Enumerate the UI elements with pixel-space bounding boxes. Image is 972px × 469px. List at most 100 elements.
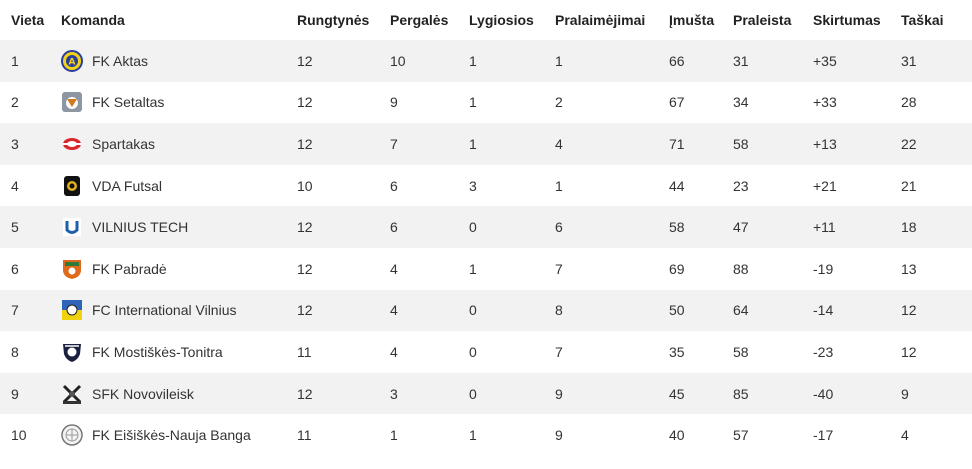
header-wins[interactable]: Pergalės bbox=[390, 0, 469, 40]
team-name: FK Aktas bbox=[92, 52, 149, 69]
wins-cell: 9 bbox=[390, 81, 469, 124]
losses-cell: 1 bbox=[555, 164, 669, 207]
table-row[interactable]: 3 Spartakas 12 7 1 4 71 58 +13 22 bbox=[0, 123, 972, 165]
draws-cell: 1 bbox=[469, 81, 555, 124]
wins-cell: 6 bbox=[390, 206, 469, 248]
position-cell: 4 bbox=[0, 164, 61, 207]
team-cell: VDA Futsal bbox=[61, 164, 297, 207]
wins-cell: 10 bbox=[390, 40, 469, 82]
goals-against-cell: 58 bbox=[733, 331, 813, 373]
draws-cell: 0 bbox=[469, 372, 555, 415]
header-losses[interactable]: Pralaimėjimai bbox=[555, 0, 669, 40]
position-cell: 6 bbox=[0, 247, 61, 290]
team-link[interactable]: FK Eišiškės-Nauja Banga bbox=[61, 415, 297, 456]
header-goals-for[interactable]: Įmušta bbox=[669, 0, 733, 40]
header-position[interactable]: Vieta bbox=[0, 0, 61, 40]
table-row[interactable]: 4 VDA Futsal 10 6 3 1 44 23 +21 21 bbox=[0, 164, 972, 207]
position-cell: 5 bbox=[0, 206, 61, 248]
team-name: FK Eišiškės-Nauja Banga bbox=[92, 427, 251, 444]
header-goal-diff[interactable]: Skirtumas bbox=[813, 0, 901, 40]
losses-cell: 7 bbox=[555, 331, 669, 373]
position-cell: 3 bbox=[0, 123, 61, 165]
position-cell: 8 bbox=[0, 331, 61, 373]
losses-cell: 9 bbox=[555, 372, 669, 415]
team-link[interactable]: VILNIUS TECH bbox=[61, 207, 297, 248]
team-link[interactable]: FK Setaltas bbox=[61, 82, 297, 123]
goals-for-cell: 50 bbox=[669, 289, 733, 332]
table-row[interactable]: 10 FK Eišiškės-Nauja Banga 11 1 1 9 40 57 -17 4 bbox=[0, 414, 972, 456]
goal-diff-cell: +13 bbox=[813, 123, 901, 165]
goal-diff-cell: -14 bbox=[813, 289, 901, 332]
goals-against-cell: 23 bbox=[733, 164, 813, 207]
fk-eisiskes-nauja-banga-logo-icon bbox=[61, 424, 83, 446]
header-draws[interactable]: Lygiosios bbox=[469, 0, 555, 40]
team-cell: FC International Vilnius bbox=[61, 289, 297, 332]
losses-cell: 6 bbox=[555, 206, 669, 248]
team-cell: Spartakas bbox=[61, 123, 297, 165]
goal-diff-cell: -23 bbox=[813, 331, 901, 373]
goals-against-cell: 88 bbox=[733, 247, 813, 290]
goals-against-cell: 57 bbox=[733, 414, 813, 456]
table-row[interactable]: 8 FK Mostiškės-Tonitra 11 4 0 7 35 58 -23 12 bbox=[0, 331, 972, 373]
goals-for-cell: 40 bbox=[669, 414, 733, 456]
position-cell: 2 bbox=[0, 81, 61, 124]
vilnius-tech-logo-icon bbox=[61, 216, 83, 238]
vda-futsal-logo-icon bbox=[61, 175, 83, 197]
goal-diff-cell: -17 bbox=[813, 414, 901, 456]
team-link[interactable]: FK Mostiškės-Tonitra bbox=[61, 331, 297, 372]
team-name: Spartakas bbox=[92, 135, 156, 152]
team-name: FC International Vilnius bbox=[92, 302, 237, 319]
sfk-novovileisk-logo-icon bbox=[61, 383, 83, 405]
table-row[interactable]: 7 FC International Vilnius 12 4 0 8 50 64 -14 12 bbox=[0, 289, 972, 332]
table-row[interactable]: 9 SFK Novovileisk 12 3 0 9 45 85 -40 9 bbox=[0, 372, 972, 415]
points-cell: 18 bbox=[901, 206, 972, 248]
table-row[interactable]: 5 VILNIUS TECH 12 6 0 6 58 47 +11 18 bbox=[0, 206, 972, 248]
header-row: Vieta Komanda Rungtynės Pergalės Lygiosi… bbox=[0, 0, 972, 40]
played-cell: 11 bbox=[297, 331, 390, 373]
team-name: VILNIUS TECH bbox=[92, 219, 189, 236]
draws-cell: 1 bbox=[469, 247, 555, 290]
team-cell: FK Pabradė bbox=[61, 247, 297, 290]
table-row[interactable]: 2 FK Setaltas 12 9 1 2 67 34 +33 28 bbox=[0, 81, 972, 124]
goals-for-cell: 58 bbox=[669, 206, 733, 248]
team-link[interactable]: VDA Futsal bbox=[61, 165, 297, 206]
played-cell: 12 bbox=[297, 289, 390, 332]
goals-for-cell: 69 bbox=[669, 247, 733, 290]
fk-setaltas-logo-icon bbox=[61, 91, 83, 113]
played-cell: 12 bbox=[297, 81, 390, 124]
team-link[interactable]: Spartakas bbox=[61, 123, 297, 164]
team-name: VDA Futsal bbox=[92, 177, 163, 194]
points-cell: 22 bbox=[901, 123, 972, 165]
header-team[interactable]: Komanda bbox=[61, 0, 297, 40]
goals-for-cell: 67 bbox=[669, 81, 733, 124]
goals-for-cell: 66 bbox=[669, 40, 733, 82]
team-link[interactable]: SFK Novovileisk bbox=[61, 373, 297, 414]
goal-diff-cell: +11 bbox=[813, 206, 901, 248]
position-cell: 10 bbox=[0, 414, 61, 456]
wins-cell: 3 bbox=[390, 372, 469, 415]
table-row[interactable]: 1 FK Aktas 12 10 1 1 66 31 +35 31 bbox=[0, 40, 972, 82]
table-row[interactable]: 6 FK Pabradė 12 4 1 7 69 88 -19 13 bbox=[0, 247, 972, 290]
points-cell: 12 bbox=[901, 289, 972, 332]
played-cell: 11 bbox=[297, 414, 390, 456]
played-cell: 12 bbox=[297, 40, 390, 82]
team-name: FK Mostiškės-Tonitra bbox=[92, 343, 223, 360]
team-link[interactable]: FC International Vilnius bbox=[61, 290, 297, 331]
goal-diff-cell: +21 bbox=[813, 164, 901, 207]
goals-against-cell: 85 bbox=[733, 372, 813, 415]
fk-mostiskes-tonitra-logo-icon bbox=[61, 341, 83, 363]
points-cell: 12 bbox=[901, 331, 972, 373]
header-played[interactable]: Rungtynės bbox=[297, 0, 390, 40]
losses-cell: 7 bbox=[555, 247, 669, 290]
header-points[interactable]: Taškai bbox=[901, 0, 972, 40]
team-link[interactable]: FK Aktas bbox=[61, 40, 297, 81]
goals-against-cell: 47 bbox=[733, 206, 813, 248]
draws-cell: 1 bbox=[469, 123, 555, 165]
wins-cell: 4 bbox=[390, 331, 469, 373]
played-cell: 12 bbox=[297, 247, 390, 290]
goal-diff-cell: -40 bbox=[813, 372, 901, 415]
team-link[interactable]: FK Pabradė bbox=[61, 248, 297, 289]
wins-cell: 7 bbox=[390, 123, 469, 165]
header-goals-against[interactable]: Praleista bbox=[733, 0, 813, 40]
wins-cell: 6 bbox=[390, 164, 469, 207]
